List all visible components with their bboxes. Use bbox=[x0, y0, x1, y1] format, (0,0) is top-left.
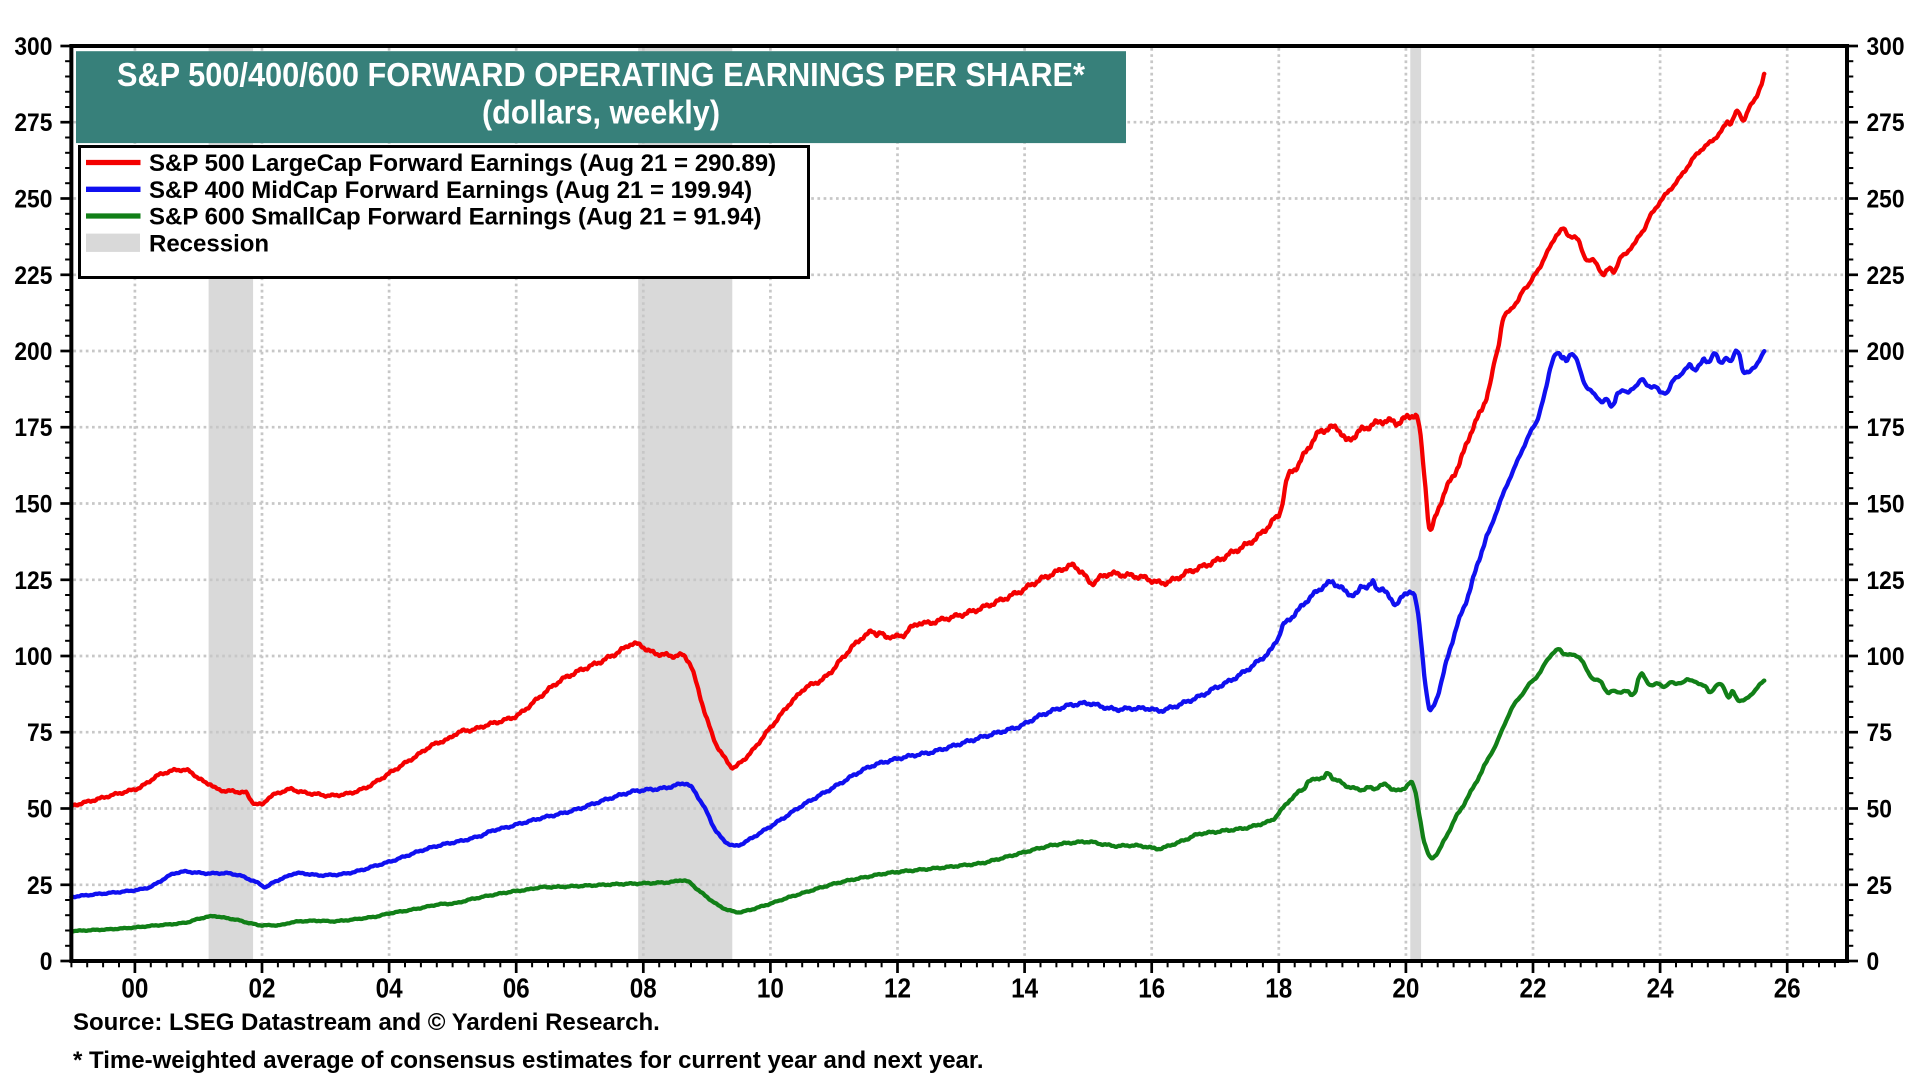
svg-text:25: 25 bbox=[1867, 872, 1892, 900]
svg-text:18: 18 bbox=[1265, 973, 1292, 1004]
svg-text:Recession: Recession bbox=[149, 231, 269, 258]
svg-text:150: 150 bbox=[1867, 491, 1905, 519]
svg-text:100: 100 bbox=[14, 643, 52, 671]
svg-text:25: 25 bbox=[27, 872, 52, 900]
svg-text:175: 175 bbox=[14, 414, 52, 442]
svg-text:S&P 500/400/600 FORWARD OPERAT: S&P 500/400/600 FORWARD OPERATING EARNIN… bbox=[117, 57, 1085, 94]
svg-text:200: 200 bbox=[14, 338, 52, 366]
svg-text:50: 50 bbox=[1867, 796, 1892, 824]
svg-text:125: 125 bbox=[14, 567, 52, 595]
svg-text:275: 275 bbox=[14, 109, 52, 137]
svg-text:0: 0 bbox=[1867, 948, 1880, 976]
svg-text:150: 150 bbox=[14, 491, 52, 519]
svg-text:250: 250 bbox=[1867, 186, 1905, 214]
svg-text:16: 16 bbox=[1138, 973, 1165, 1004]
svg-text:225: 225 bbox=[14, 262, 52, 290]
svg-text:00: 00 bbox=[121, 973, 148, 1004]
svg-text:275: 275 bbox=[1867, 109, 1905, 137]
svg-text:20: 20 bbox=[1392, 973, 1419, 1004]
svg-text:26: 26 bbox=[1774, 973, 1801, 1004]
svg-text:S&P 600 SmallCap Forward Earni: S&P 600 SmallCap Forward Earnings (Aug 2… bbox=[149, 204, 761, 231]
svg-text:250: 250 bbox=[14, 186, 52, 214]
svg-text:75: 75 bbox=[1867, 719, 1892, 747]
svg-text:175: 175 bbox=[1867, 414, 1905, 442]
svg-text:02: 02 bbox=[249, 973, 276, 1004]
svg-text:125: 125 bbox=[1867, 567, 1905, 595]
svg-text:24: 24 bbox=[1647, 973, 1675, 1004]
svg-text:22: 22 bbox=[1520, 973, 1547, 1004]
svg-text:S&P 500 LargeCap Forward Earni: S&P 500 LargeCap Forward Earnings (Aug 2… bbox=[149, 150, 776, 177]
svg-text:75: 75 bbox=[27, 719, 52, 747]
svg-text:14: 14 bbox=[1011, 973, 1039, 1004]
svg-text:200: 200 bbox=[1867, 338, 1905, 366]
svg-text:* Time-weighted average of con: * Time-weighted average of consensus est… bbox=[73, 1047, 984, 1074]
svg-text:300: 300 bbox=[14, 33, 52, 61]
svg-text:S&P 400 MidCap Forward Earning: S&P 400 MidCap Forward Earnings (Aug 21 … bbox=[149, 177, 752, 204]
svg-text:12: 12 bbox=[884, 973, 911, 1004]
svg-text:(dollars, weekly): (dollars, weekly) bbox=[482, 95, 720, 132]
svg-text:10: 10 bbox=[757, 973, 784, 1004]
svg-text:Source: LSEG Datastream and ©: Source: LSEG Datastream and © Yardeni Re… bbox=[73, 1009, 660, 1036]
svg-text:08: 08 bbox=[630, 973, 657, 1004]
svg-text:225: 225 bbox=[1867, 262, 1905, 290]
svg-text:50: 50 bbox=[27, 796, 52, 824]
svg-text:300: 300 bbox=[1867, 33, 1905, 61]
svg-text:100: 100 bbox=[1867, 643, 1905, 671]
svg-text:04: 04 bbox=[376, 973, 404, 1004]
svg-text:0: 0 bbox=[40, 948, 53, 976]
svg-text:06: 06 bbox=[503, 973, 530, 1004]
